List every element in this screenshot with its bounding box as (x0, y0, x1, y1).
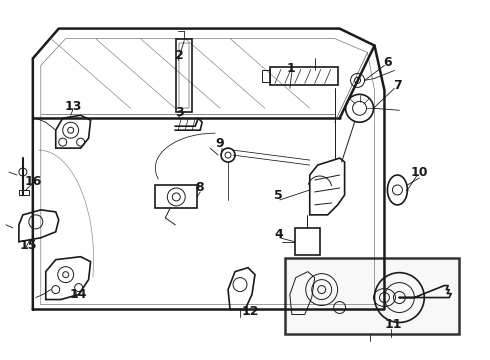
Bar (270, 67, 338, 85)
Text: 3: 3 (175, 106, 184, 119)
Text: 12: 12 (241, 305, 259, 318)
Text: 14: 14 (70, 288, 87, 301)
Text: 2: 2 (175, 49, 184, 62)
Text: 7: 7 (393, 79, 402, 92)
Bar (262, 71, 270, 82)
Text: 8: 8 (195, 181, 203, 194)
Text: 16: 16 (24, 175, 42, 189)
Bar (176, 39, 192, 112)
Bar (155, 185, 197, 208)
Text: 9: 9 (216, 137, 224, 150)
Text: 11: 11 (385, 318, 402, 331)
Text: 4: 4 (274, 228, 283, 241)
Text: 6: 6 (383, 56, 392, 69)
Text: 1: 1 (287, 62, 295, 75)
Text: 5: 5 (274, 189, 283, 202)
Text: 10: 10 (411, 166, 428, 179)
Bar (179, 42, 189, 108)
Bar (295, 228, 319, 255)
Text: 15: 15 (19, 239, 37, 252)
Bar (19, 190, 29, 195)
Bar (285, 258, 459, 334)
Text: 13: 13 (65, 100, 82, 113)
